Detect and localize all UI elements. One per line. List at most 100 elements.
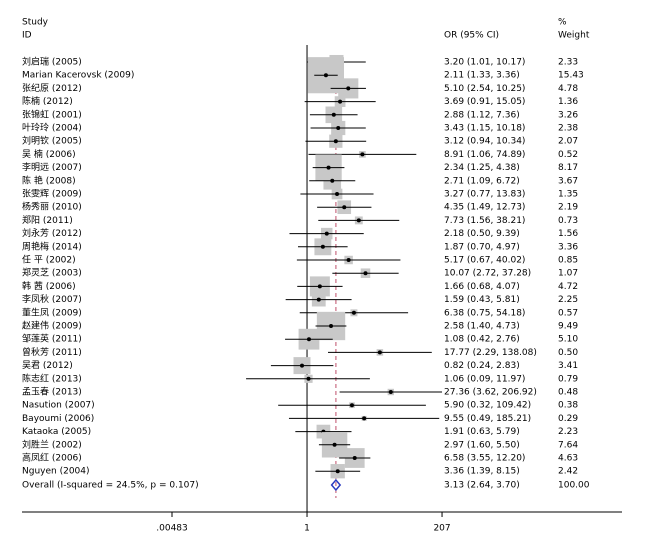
study-label: 周艳梅 (2014) bbox=[22, 240, 82, 252]
study-label: 郑灵芝 (2003) bbox=[22, 267, 82, 279]
weight-label: 3.36 bbox=[558, 242, 578, 252]
point-estimate bbox=[346, 258, 351, 262]
ci-label: 3.36 (1.39, 8.15) bbox=[444, 467, 520, 477]
ci-label: 5.10 (2.54, 10.25) bbox=[444, 84, 525, 94]
study-label: Marian Kacerovsk (2009) bbox=[22, 71, 134, 81]
weight-label: 0.29 bbox=[558, 414, 578, 424]
ci-label: 6.58 (3.55, 12.20) bbox=[444, 454, 525, 464]
ci-label: 2.88 (1.12, 7.36) bbox=[444, 110, 520, 120]
ci-label: 2.18 (0.50, 9.39) bbox=[444, 229, 520, 239]
study-label: Overall (I-squared = 24.5%, p = 0.107) bbox=[22, 481, 199, 491]
point-estimate bbox=[330, 178, 335, 183]
weight-label: 2.38 bbox=[558, 124, 578, 134]
ci-label: 7.73 (1.56, 38.21) bbox=[444, 216, 525, 226]
point-estimate bbox=[377, 350, 382, 355]
point-estimate bbox=[342, 205, 347, 210]
point-estimate bbox=[333, 139, 338, 144]
study-label: 孟玉春 (2013) bbox=[22, 386, 82, 398]
point-estimate bbox=[326, 165, 331, 170]
study-label: Bayoumi (2006) bbox=[22, 414, 94, 424]
point-estimate bbox=[360, 152, 365, 157]
point-estimate bbox=[317, 284, 322, 289]
weight-label: 5.10 bbox=[558, 335, 578, 345]
weight-label: 0.79 bbox=[558, 374, 578, 384]
point-estimate bbox=[363, 271, 368, 276]
point-estimate bbox=[338, 99, 343, 104]
weight-label: 9.49 bbox=[558, 322, 578, 332]
weight-label: 1.56 bbox=[558, 229, 578, 239]
point-estimate bbox=[329, 324, 334, 328]
weight-label: 3.41 bbox=[558, 361, 578, 371]
weight-label: 0.50 bbox=[558, 348, 578, 358]
point-estimate bbox=[323, 73, 328, 78]
weight-label: 15.43 bbox=[558, 71, 584, 81]
ci-label: 3.12 (0.94, 10.34) bbox=[444, 137, 525, 147]
header: % bbox=[558, 18, 567, 28]
point-estimate bbox=[349, 403, 354, 408]
x-tick-label: 1 bbox=[304, 524, 310, 534]
weight-label: 100.00 bbox=[558, 481, 590, 491]
header: Weight bbox=[558, 31, 590, 41]
point-estimate bbox=[316, 297, 321, 302]
weight-label: 2.33 bbox=[558, 58, 578, 68]
weight-label: 0.38 bbox=[558, 401, 578, 411]
study-label: 张锦虹 (2001) bbox=[22, 108, 82, 120]
header: Study bbox=[22, 18, 49, 28]
ci-label: 9.55 (0.49, 185.21) bbox=[444, 414, 531, 424]
weight-label: 8.17 bbox=[558, 163, 578, 173]
study-label: 陈志红 (2013) bbox=[22, 372, 82, 384]
weight-label: 4.63 bbox=[558, 454, 578, 464]
study-label: 董生凤 (2009) bbox=[22, 306, 82, 318]
study-label: 吴君 (2012) bbox=[22, 360, 73, 371]
point-estimate bbox=[346, 86, 351, 91]
point-estimate bbox=[362, 416, 367, 421]
ci-label: 6.38 (0.75, 54.18) bbox=[444, 308, 525, 318]
point-estimate bbox=[352, 456, 357, 460]
ci-label: 3.43 (1.15, 10.18) bbox=[444, 124, 525, 134]
weight-label: 2.23 bbox=[558, 427, 578, 437]
weight-label: 3.26 bbox=[558, 110, 578, 120]
weight-label: 1.36 bbox=[558, 97, 578, 107]
ci-label: 2.34 (1.25, 4.38) bbox=[444, 163, 520, 173]
weight-label: 2.42 bbox=[558, 467, 578, 477]
study-label: 赵建伟 (2009) bbox=[22, 320, 82, 332]
ci-label: 1.91 (0.63, 5.79) bbox=[444, 427, 520, 437]
study-label: 李明远 (2007) bbox=[22, 161, 82, 173]
weight-label: 0.85 bbox=[558, 256, 578, 266]
ci-label: 8.91 (1.06, 74.89) bbox=[444, 150, 525, 160]
point-estimate bbox=[320, 244, 325, 249]
ci-label: 1.87 (0.70, 4.97) bbox=[444, 242, 520, 252]
point-estimate bbox=[351, 310, 356, 315]
point-estimate bbox=[332, 442, 337, 447]
study-label: 张纪原 (2012) bbox=[22, 82, 82, 94]
point-estimate bbox=[300, 363, 305, 368]
ci-label: 1.06 (0.09, 11.97) bbox=[444, 374, 525, 384]
study-label: 杨秀丽 (2010) bbox=[22, 201, 82, 213]
study-label: 刘明钦 (2005) bbox=[22, 135, 82, 147]
study-label: 叶玲玲 (2004) bbox=[22, 122, 82, 134]
point-estimate bbox=[306, 337, 311, 342]
point-estimate bbox=[335, 192, 340, 196]
weight-label: 0.48 bbox=[558, 388, 578, 398]
study-label: 郑阳 (2011) bbox=[22, 214, 73, 226]
x-tick-label: .00483 bbox=[156, 524, 188, 534]
study-label: 李凤秋 (2007) bbox=[22, 293, 82, 305]
weight-label: 1.35 bbox=[558, 190, 578, 200]
ci-label: 1.66 (0.68, 4.07) bbox=[444, 282, 520, 292]
weight-label: 4.72 bbox=[558, 282, 578, 292]
study-label: 邹莲英 (2011) bbox=[22, 333, 82, 345]
weight-label: 1.07 bbox=[558, 269, 578, 279]
study-label: Nasution (2007) bbox=[22, 401, 95, 411]
ci-label: 1.08 (0.42, 2.76) bbox=[444, 335, 520, 345]
ci-label: 3.13 (2.64, 3.70) bbox=[444, 481, 520, 491]
study-label: 刘永芳 (2012) bbox=[22, 227, 82, 239]
point-estimate bbox=[335, 469, 340, 474]
weight-label: 2.07 bbox=[558, 137, 578, 147]
study-label: 吴 楠 (2006) bbox=[22, 148, 76, 160]
point-estimate bbox=[331, 112, 336, 117]
weight-label: 7.64 bbox=[558, 440, 578, 450]
weight-label: 2.19 bbox=[558, 203, 578, 213]
ci-label: 17.77 (2.29, 138.08) bbox=[444, 348, 537, 358]
weight-label: 3.67 bbox=[558, 176, 578, 186]
overall-diamond bbox=[330, 478, 342, 492]
